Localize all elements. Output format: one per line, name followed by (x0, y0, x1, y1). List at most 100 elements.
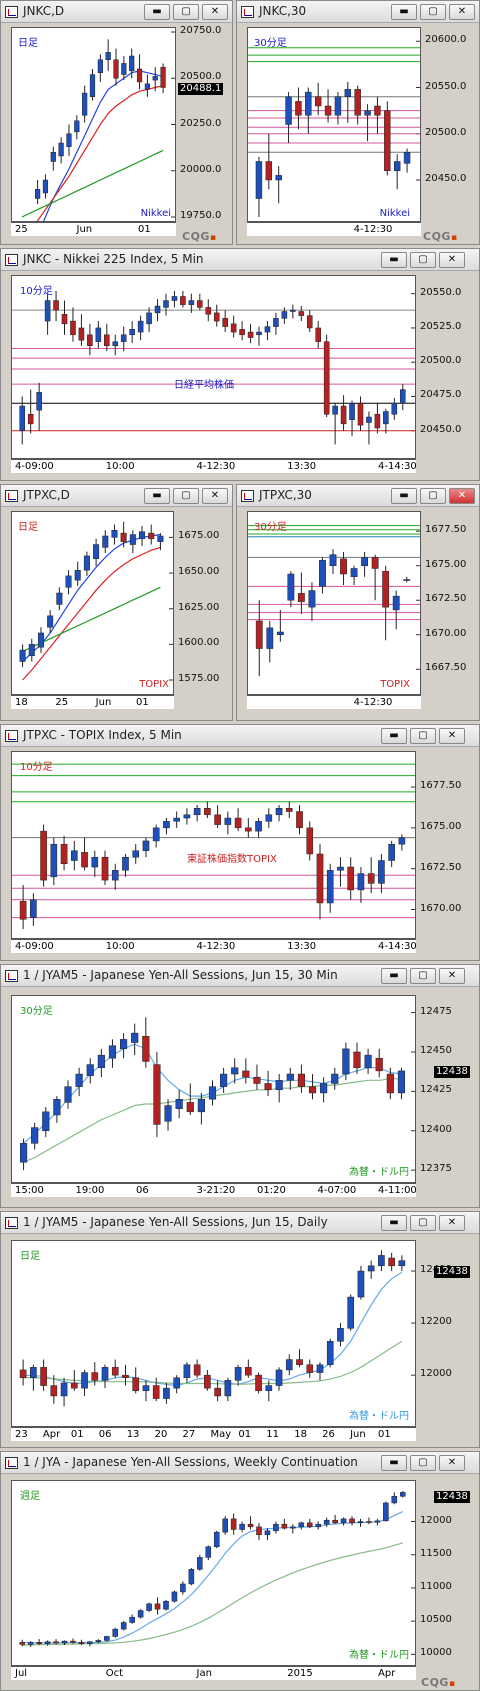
candle-body (265, 1385, 273, 1392)
candle-body (113, 59, 119, 79)
restore-button[interactable]: ▢ (410, 1455, 436, 1471)
close-button[interactable]: ✕ (439, 1455, 465, 1471)
close-button[interactable]: ✕ (439, 728, 465, 744)
minimize-button[interactable]: ▬ (381, 968, 407, 984)
x-tick-label: 01 (70, 1429, 84, 1440)
y-tick-label: 20550.0 (420, 286, 462, 298)
title-bar: JNKC,30 ▬ ▢ ✕ (237, 1, 479, 23)
candle-body (314, 96, 322, 107)
y-tick-label: 20250.0 (180, 117, 222, 129)
restore-button[interactable]: ▢ (410, 252, 436, 268)
candle-body (186, 1102, 194, 1113)
moving-average-line (22, 586, 161, 653)
chart-plot[interactable]: 日足 TOPIX (11, 511, 174, 695)
x-axis: 18 25 Jun 01 (11, 695, 174, 709)
chart-plot[interactable]: 10分足 東証株価指数TOPIX (11, 751, 416, 939)
y-tick-label: 20525.0 (420, 320, 462, 332)
y-axis: 1677.50 1675.00 1672.50 1670.00 (416, 751, 476, 939)
minimize-button[interactable]: ▬ (381, 252, 407, 268)
restore-button[interactable]: ▢ (410, 1215, 436, 1231)
watermark-label: 東証株価指数TOPIX (187, 854, 277, 865)
candle-body (305, 91, 312, 116)
candle-body (154, 305, 161, 314)
minimize-button[interactable]: ▬ (381, 1215, 407, 1231)
window-title: JTPXC,D (23, 488, 70, 502)
minimize-button[interactable]: ▬ (381, 728, 407, 744)
close-button[interactable]: ✕ (449, 4, 475, 20)
x-axis: Jul Oct Jan 2015 Apr (11, 1666, 416, 1680)
chart-plot[interactable]: 30分足 TOPIX (247, 511, 421, 695)
minimize-button[interactable]: ▬ (144, 4, 170, 20)
chart-plot[interactable]: 週足 為替・ドル円 (11, 1480, 416, 1666)
restore-button[interactable]: ▢ (173, 488, 199, 504)
candle-body (399, 389, 406, 404)
chart-window-jtpxc-daily: JTPXC,D ▬ ▢ ✕ 日足 TOPIX 1675.00 1650.00 1625.00… (0, 484, 233, 721)
candle-body (132, 1377, 140, 1392)
watermark-label: 日経平均株価 (174, 380, 234, 391)
candle-body (306, 1522, 313, 1528)
candle-body (152, 827, 160, 842)
candle-body (70, 1640, 76, 1643)
candle-body (332, 1519, 338, 1524)
window-title: JTPXC,30 (259, 488, 312, 502)
candle-body (183, 814, 191, 819)
candle-body (108, 1045, 117, 1059)
candle-body (384, 110, 391, 171)
y-tick-label: 12450 (420, 1044, 452, 1056)
close-button[interactable]: ✕ (439, 1215, 465, 1231)
restore-button[interactable]: ▢ (420, 4, 446, 20)
candle-body (173, 817, 180, 822)
candle-body (242, 1070, 250, 1078)
candle-body (247, 331, 254, 338)
candle-body (27, 1642, 34, 1645)
candle-body (197, 1098, 205, 1113)
restore-button[interactable]: ▢ (173, 4, 199, 20)
restore-button[interactable]: ▢ (420, 488, 446, 504)
x-tick-label: 01:20 (257, 1185, 286, 1196)
candle-body (163, 300, 169, 308)
candle-body (188, 1569, 195, 1585)
chart-plot[interactable]: 30分足 Nikkei (247, 27, 421, 222)
timeframe-label: 30分足 (254, 522, 287, 533)
restore-button[interactable]: ▢ (410, 728, 436, 744)
window-title: JNKC,D (23, 4, 65, 18)
candle-body (129, 55, 135, 72)
close-button[interactable]: ✕ (202, 488, 228, 504)
restore-button[interactable]: ▢ (410, 968, 436, 984)
chart-plot[interactable]: 30分足 為替・ドル円 (11, 995, 416, 1183)
window-title: JTPXC - TOPIX Index, 5 Min (23, 728, 182, 742)
chart-app-icon (241, 490, 254, 502)
close-button[interactable]: ✕ (202, 4, 228, 20)
chart-window-jnkc-daily: JNKC,D ▬ ▢ ✕ 日足 Nikkei 20750.0 20500.0 20250.0… (0, 0, 233, 245)
close-button[interactable]: ✕ (439, 968, 465, 984)
y-tick-label: 1672.50 (420, 861, 462, 873)
candle-body (36, 1642, 42, 1644)
candle-body (275, 175, 282, 181)
chart-plot[interactable]: 日足 Nikkei (11, 27, 176, 222)
close-button[interactable]: ✕ (449, 488, 475, 504)
minimize-button[interactable]: ▬ (144, 488, 170, 504)
candle-body (366, 416, 372, 423)
candle-body (50, 1385, 58, 1397)
candle-body (296, 1359, 303, 1365)
candle-body (264, 1530, 271, 1536)
candle-body (27, 414, 34, 425)
chart-plot[interactable]: 日足 為替・ドル円 (11, 1240, 416, 1427)
x-axis: 4-12:30 (247, 695, 421, 709)
candle-body (364, 110, 371, 116)
candle-body (295, 101, 302, 116)
candle-body (78, 1642, 85, 1644)
close-button[interactable]: ✕ (439, 252, 465, 268)
minimize-button[interactable]: ▬ (391, 488, 417, 504)
title-bar: JNKC,D ▬ ▢ ✕ (1, 1, 232, 23)
minimize-button[interactable]: ▬ (391, 4, 417, 20)
chart-plot[interactable]: 10分足 日経平均株価 (11, 275, 416, 459)
x-tick-label: 4-12:30 (353, 224, 393, 235)
window-title: JNKC - Nikkei 225 Index, 5 Min (23, 252, 204, 266)
x-tick-label: 06 (98, 1429, 112, 1440)
minimize-button[interactable]: ▬ (381, 1455, 407, 1471)
chart-window-jtpxc-5min: JTPXC - TOPIX Index, 5 Min ▬ ▢ ✕ 10分足 東証株価指数… (0, 724, 480, 961)
candle-body (308, 1086, 317, 1094)
candle-body (349, 403, 355, 420)
x-tick-label: Jun (95, 697, 112, 708)
